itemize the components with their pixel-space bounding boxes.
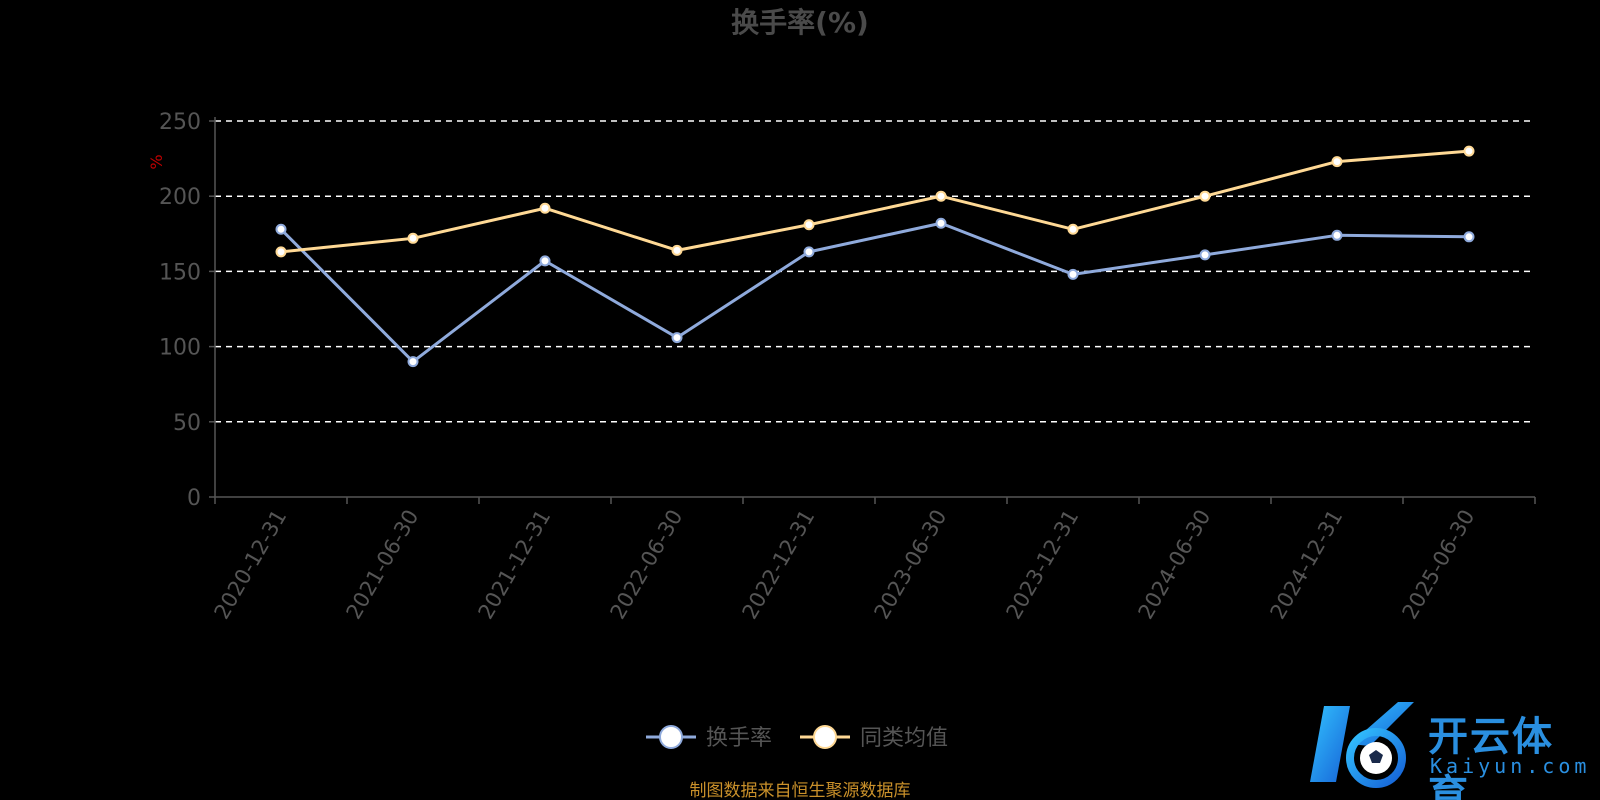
legend-marker-icon bbox=[659, 725, 683, 749]
data-point[interactable] bbox=[275, 223, 287, 235]
series-turnover bbox=[275, 217, 1475, 368]
y-tick-label: 0 bbox=[187, 486, 201, 511]
x-tick-label: 2024-06-30 bbox=[1134, 506, 1216, 624]
x-tick-label: 2022-06-30 bbox=[606, 506, 688, 624]
data-point[interactable] bbox=[803, 219, 815, 231]
legend-label: 换手率 bbox=[706, 726, 772, 751]
data-point[interactable] bbox=[1067, 268, 1079, 280]
series-line bbox=[280, 149, 1470, 254]
legend-item-peer-average[interactable]: 同类均值 bbox=[800, 725, 948, 751]
kaiyun-logo-text-en: Kaiyun.com bbox=[1430, 754, 1591, 778]
y-tick-label: 150 bbox=[159, 260, 201, 285]
x-tick-label: 2023-12-31 bbox=[1002, 506, 1084, 624]
x-tick-label: 2021-12-31 bbox=[474, 506, 556, 624]
y-axis-unit: % bbox=[147, 154, 166, 169]
data-point[interactable] bbox=[275, 246, 287, 258]
chart-title: 换手率(%) bbox=[731, 6, 869, 39]
data-point[interactable] bbox=[1463, 145, 1475, 157]
data-source-note: 制图数据来自恒生聚源数据库 bbox=[690, 781, 911, 800]
data-point[interactable] bbox=[671, 244, 683, 256]
data-point[interactable] bbox=[1067, 223, 1079, 235]
x-tick-label: 2025-06-30 bbox=[1398, 506, 1480, 624]
x-tick-label: 2023-06-30 bbox=[870, 506, 952, 624]
y-tick-label: 250 bbox=[159, 110, 201, 135]
data-point[interactable] bbox=[1331, 229, 1343, 241]
x-tick-label: 2022-12-31 bbox=[738, 506, 820, 624]
x-tick-label: 2021-06-30 bbox=[342, 506, 424, 624]
data-point[interactable] bbox=[407, 232, 419, 244]
series-layer bbox=[275, 145, 1475, 368]
legend-item-turnover[interactable]: 换手率 bbox=[646, 725, 772, 751]
y-tick-label: 100 bbox=[159, 336, 201, 361]
x-tick-label: 2020-12-31 bbox=[210, 506, 292, 624]
kaiyun-logo-mark-icon bbox=[1310, 702, 1414, 788]
axis-layer: 0 50 100 150 200 250 2020-12-31 2021-06-30 2021-… bbox=[159, 110, 1536, 624]
series-peer-average bbox=[275, 145, 1475, 258]
y-tick-label: 200 bbox=[159, 185, 201, 210]
kaiyun-logo: 开云体育 Kaiyun.com bbox=[1310, 696, 1591, 800]
y-tick-label: 50 bbox=[173, 411, 201, 436]
kaiyun-logo-text-cn: 开云体育 bbox=[1428, 714, 1554, 800]
x-tick-label: 2024-12-31 bbox=[1266, 506, 1348, 624]
data-point[interactable] bbox=[803, 246, 815, 258]
data-point[interactable] bbox=[539, 255, 551, 267]
legend-marker-icon bbox=[813, 725, 837, 749]
data-point[interactable] bbox=[1199, 249, 1211, 261]
data-point[interactable] bbox=[671, 332, 683, 344]
legend[interactable]: 换手率 同类均值 bbox=[646, 725, 948, 751]
data-point[interactable] bbox=[1331, 156, 1343, 168]
data-point[interactable] bbox=[407, 356, 419, 368]
legend-label: 同类均值 bbox=[860, 726, 948, 751]
data-point[interactable] bbox=[935, 190, 947, 202]
data-point[interactable] bbox=[1463, 231, 1475, 243]
series-line bbox=[279, 221, 1470, 364]
data-point[interactable] bbox=[539, 202, 551, 214]
data-point[interactable] bbox=[1199, 190, 1211, 202]
data-point[interactable] bbox=[935, 217, 947, 229]
